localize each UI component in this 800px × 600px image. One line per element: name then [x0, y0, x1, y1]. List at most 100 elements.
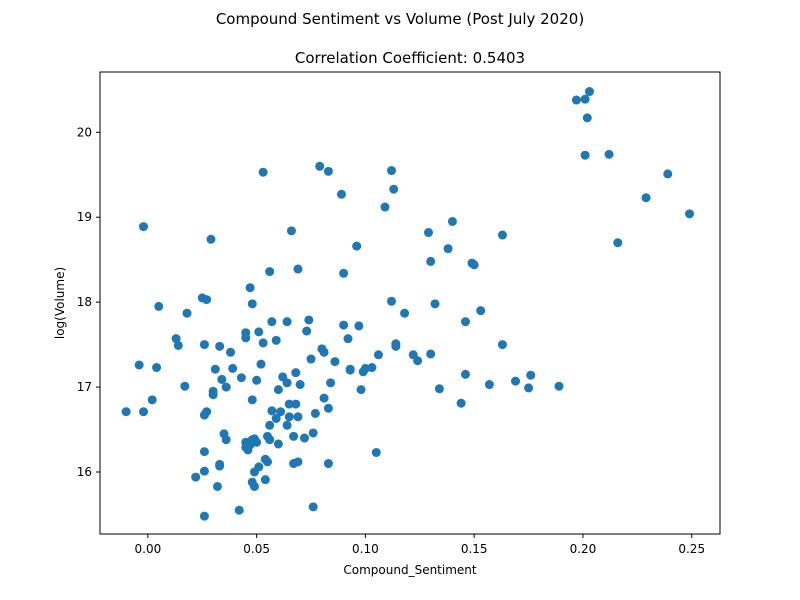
y-tick-label: 20 — [77, 125, 92, 139]
scatter-point — [258, 167, 268, 177]
scatter-point — [202, 295, 212, 305]
scatter-point — [276, 407, 286, 417]
scatter-point — [336, 189, 346, 199]
scatter-point — [584, 87, 594, 97]
scatter-point — [221, 435, 231, 445]
scatter-point — [260, 475, 270, 485]
scatter-point — [426, 256, 436, 266]
scatter-point — [373, 350, 383, 360]
scatter-point — [265, 435, 275, 445]
scatter-point — [387, 296, 397, 306]
scatter-point — [247, 299, 257, 309]
scatter-point — [249, 481, 259, 491]
scatter-point — [423, 228, 433, 238]
scatter-point — [484, 380, 494, 390]
scatter-point — [613, 238, 623, 248]
scatter-point — [641, 193, 651, 203]
scatter-point — [180, 381, 190, 391]
scatter-point — [154, 301, 164, 311]
scatter-point — [460, 369, 470, 379]
scatter-point — [282, 378, 292, 388]
data-points — [121, 87, 695, 521]
scatter-point — [252, 437, 262, 447]
scatter-point — [323, 166, 333, 176]
scatter-point — [315, 161, 325, 171]
scatter-point — [511, 376, 521, 386]
scatter-point — [319, 393, 329, 403]
scatter-point — [267, 317, 277, 327]
scatter-point — [228, 363, 238, 373]
scatter-point — [256, 359, 266, 369]
scatter-point — [371, 447, 381, 457]
scatter-point — [430, 299, 440, 309]
scatter-point — [345, 364, 355, 374]
x-tick-label: 0.15 — [461, 542, 488, 556]
scatter-point — [171, 334, 181, 344]
scatter-point — [460, 317, 470, 327]
scatter-point — [354, 321, 364, 331]
scatter-point — [284, 399, 294, 409]
scatter-point — [265, 420, 275, 430]
y-tick-label: 17 — [77, 380, 92, 394]
scatter-point — [443, 244, 453, 254]
scatter-point — [663, 169, 673, 179]
y-axis: 16 17 18 19 20 — [77, 125, 100, 479]
scatter-point — [199, 466, 209, 476]
scatter-point — [524, 383, 534, 393]
scatter-point — [582, 113, 592, 123]
scatter-point — [352, 241, 362, 251]
scatter-point — [306, 354, 316, 364]
scatter-point — [319, 347, 329, 357]
scatter-point — [199, 447, 209, 457]
scatter-point — [389, 184, 399, 194]
x-tick-label: 0.10 — [352, 542, 379, 556]
scatter-point — [323, 459, 333, 469]
y-tick-label: 16 — [77, 465, 92, 479]
scatter-point — [299, 433, 309, 443]
scatter-point — [284, 412, 294, 422]
x-tick-label: 0.00 — [135, 542, 162, 556]
scatter-point — [289, 431, 299, 441]
scatter-point — [226, 347, 236, 357]
scatter-point — [400, 308, 410, 318]
x-axis: 0.00 0.05 0.10 0.15 0.20 0.25 — [135, 534, 705, 556]
scatter-point — [380, 202, 390, 212]
scatter-point — [221, 382, 231, 392]
scatter-point — [580, 150, 590, 160]
scatter-point — [293, 457, 303, 467]
y-axis-label: log(Volume) — [53, 267, 67, 339]
scatter-point — [387, 166, 397, 176]
scatter-point — [199, 340, 209, 350]
x-tick-label: 0.20 — [570, 542, 597, 556]
scatter-point — [210, 364, 220, 374]
scatter-point — [215, 461, 225, 471]
scatter-point — [286, 226, 296, 236]
scatter-point — [252, 375, 262, 385]
scatter-point — [434, 384, 444, 394]
chart-title: Correlation Coefficient: 0.5403 — [295, 49, 525, 67]
scatter-point — [273, 439, 283, 449]
scatter-point — [152, 363, 162, 373]
scatter-point — [173, 340, 183, 350]
scatter-point — [367, 363, 377, 373]
scatter-point — [356, 385, 366, 395]
y-tick-label: 18 — [77, 295, 92, 309]
scatter-point — [685, 209, 695, 219]
scatter-point — [191, 472, 201, 482]
x-axis-label: Compound_Sentiment — [343, 563, 477, 577]
scatter-point — [258, 338, 268, 348]
scatter-point — [554, 381, 564, 391]
scatter-point — [254, 327, 264, 337]
scatter-point — [215, 341, 225, 351]
scatter-point — [236, 373, 246, 383]
scatter-point — [199, 511, 209, 521]
scatter-point — [323, 403, 333, 413]
scatter-point — [291, 368, 301, 378]
scatter-point — [413, 356, 423, 366]
scatter-point — [217, 374, 227, 384]
scatter-point — [343, 334, 353, 344]
scatter-point — [293, 412, 303, 422]
scatter-point — [245, 283, 255, 293]
scatter-point — [263, 457, 273, 467]
scatter-point — [273, 385, 283, 395]
